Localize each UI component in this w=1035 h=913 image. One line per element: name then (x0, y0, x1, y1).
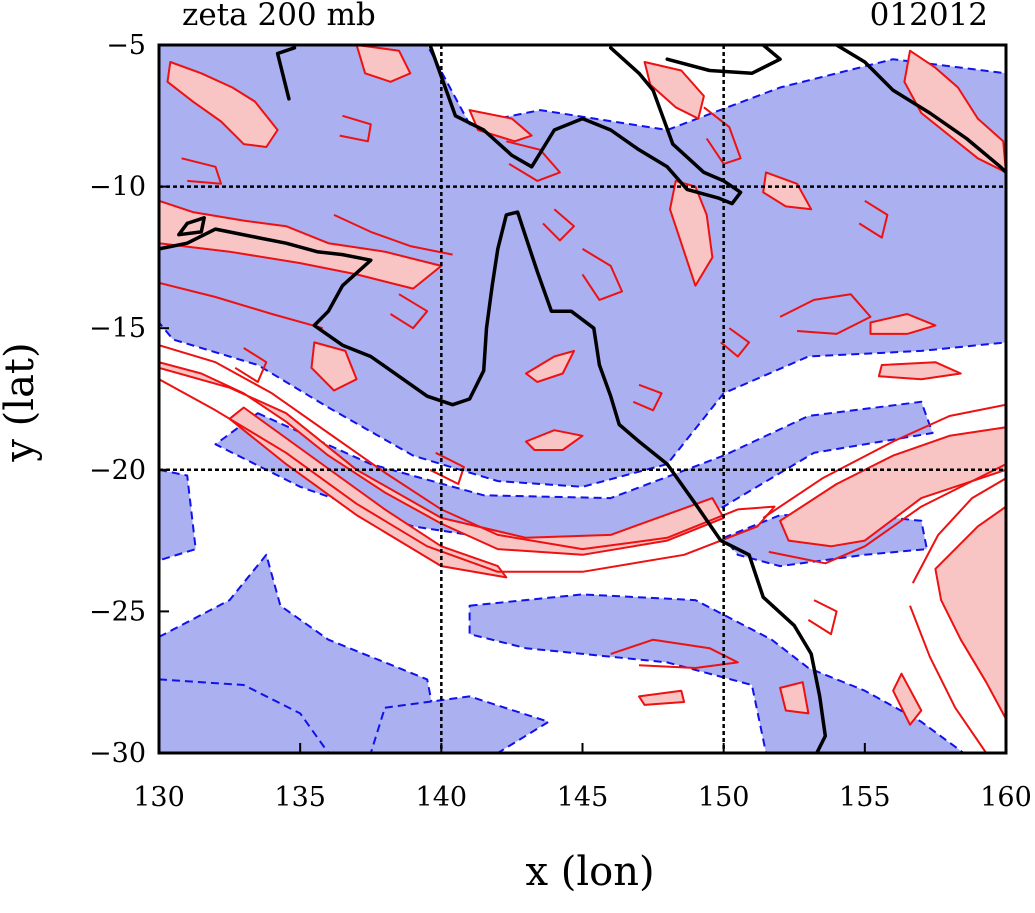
x-tick-label-145: 145 (557, 782, 609, 813)
positive-vorticity-region-15 (779, 681, 810, 715)
positive-vorticity-region-1 (228, 406, 508, 579)
negative-vorticity-region-3 (468, 593, 965, 753)
positive-vorticity-region-11 (877, 361, 962, 381)
positive-contour-line-6 (333, 213, 453, 256)
positive-contour-line-8 (581, 248, 623, 301)
positive-vorticity-region-17 (310, 341, 358, 392)
y-tick-label-1: −25 (89, 596, 146, 627)
x-tick-label-135: 135 (274, 782, 326, 813)
positive-vorticity-region-19 (762, 171, 813, 211)
coastline-3 (834, 45, 1006, 175)
chart-title-left: zeta 200 mb (182, 0, 376, 33)
negative-vorticity-region-7 (159, 678, 330, 753)
negative-vorticity-region-4 (369, 695, 550, 753)
positive-contour-line-15 (339, 114, 372, 143)
plot-area (159, 45, 1006, 753)
positive-contour-line-13 (429, 451, 465, 485)
positive-contour-line-17 (542, 208, 575, 242)
positive-contour-line-1 (762, 403, 1006, 519)
positive-vorticity-region-5 (166, 61, 279, 148)
positive-vorticity-region-6 (355, 45, 412, 83)
coastline-0 (159, 210, 828, 753)
positive-vorticity-region-12 (525, 349, 575, 383)
positive-contour-line-16 (858, 199, 889, 239)
x-tick-label-140: 140 (416, 782, 468, 813)
positive-contour-line-9 (506, 140, 561, 182)
positive-contour-line-5 (159, 281, 324, 330)
positive-vorticity-region-0 (159, 361, 725, 556)
positive-contour-line-7 (779, 293, 872, 335)
x-tick-label-150: 150 (698, 782, 750, 813)
gridlines (159, 45, 1006, 753)
y-tick-label-4: −10 (89, 172, 146, 203)
coastline-2 (665, 45, 782, 76)
y-axis-label: y (lat) (0, 342, 43, 462)
x-tick-label-160: 160 (980, 782, 1032, 813)
positive-vorticity-layer (159, 45, 1006, 753)
positive-contour-line-4 (909, 605, 988, 753)
positive-vorticity-region-14 (638, 689, 686, 706)
positive-contour-line-20 (632, 383, 663, 412)
positive-contour-line-18 (807, 599, 838, 636)
positive-contour-line-2 (768, 463, 1006, 565)
positive-contour-line-21 (720, 327, 751, 358)
coastline-5 (177, 216, 206, 237)
positive-contour-line-14 (181, 157, 223, 185)
x-axis-label: x (lon) (525, 849, 654, 895)
y-tick-label-5: −5 (106, 30, 146, 61)
positive-contour-line-3 (911, 477, 1006, 584)
y-tick-label-2: −20 (89, 455, 146, 486)
y-tick-label-3: −15 (89, 313, 146, 344)
chart-title-right: 012012 (870, 0, 988, 33)
x-axis-ticks: 130 135 140 145 150 155 160 (133, 743, 1032, 813)
coastline-layer (159, 45, 1006, 753)
x-tick-label-130: 130 (133, 782, 185, 813)
positive-vorticity-region-3 (934, 505, 1006, 720)
coastline-1 (428, 45, 743, 206)
positive-vorticity-region-2 (779, 426, 1006, 548)
y-axis-ticks: −30 −25 −20 −15 −10 −5 (89, 30, 169, 769)
x-tick-label-155: 155 (839, 782, 891, 813)
positive-vorticity-region-10 (869, 313, 937, 335)
positive-contour-line-0 (159, 344, 776, 573)
positive-vorticity-region-16 (892, 672, 923, 726)
positive-contour-line-19 (389, 293, 429, 330)
positive-contour-line-12 (234, 347, 268, 383)
negative-vorticity-region-0 (159, 45, 1006, 488)
positive-vorticity-region-13 (525, 429, 584, 451)
positive-contour-line-10 (703, 106, 742, 165)
y-tick-label-0: −30 (89, 738, 146, 769)
coastline-4 (275, 46, 297, 101)
negative-vorticity-region-6 (159, 468, 197, 562)
